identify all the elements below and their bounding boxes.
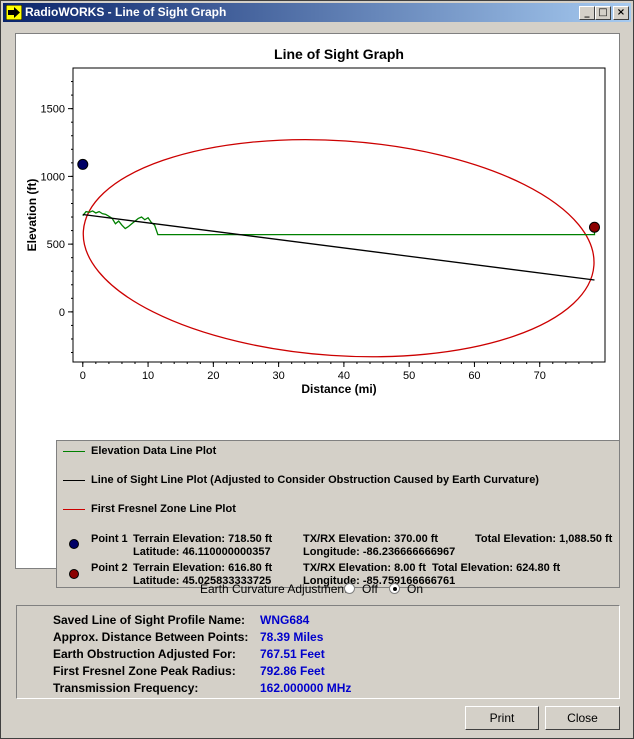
fresnel-radius-value: 792.86 Feet (260, 664, 325, 678)
distance-value: 78.39 Miles (260, 630, 324, 644)
point1-terrain: Terrain Elevation: 718.50 ft (133, 533, 273, 545)
x-axis-label: Distance (mi) (301, 382, 376, 396)
x-tick-label: 0 (80, 370, 86, 382)
frequency-label: Transmission Frequency: (53, 681, 199, 695)
x-tick-label: 40 (338, 370, 350, 382)
legend-label-fresnel: First Fresnel Zone Line Plot (91, 503, 236, 515)
point-1-marker (77, 158, 89, 170)
point1-marker-icon (69, 539, 79, 549)
earth-obstruction-value: 767.51 Feet (260, 647, 325, 661)
chart-panel: Line of Sight Graph 0 10 20 30 40 50 60 70 0 500 10… (15, 33, 620, 588)
legend-swatch-fresnel (63, 509, 85, 510)
line-of-sight-chart: Line of Sight Graph 0 10 20 30 40 50 60 70 0 500 10… (25, 46, 606, 396)
point1-latitude: Latitude: 46.110000000357 (133, 546, 271, 558)
earth-curvature-control: Earth Curvature Adjustment: Off On (1, 581, 634, 597)
point1-longitude: Longitude: -86.236666666967 (303, 546, 456, 558)
x-tick-label: 50 (403, 370, 415, 382)
line-of-sight-line (82, 213, 595, 281)
x-tick-label: 20 (207, 370, 219, 382)
fresnel-zone-line (82, 138, 595, 358)
point2-latitude: Latitude: 45.025833333725 (133, 575, 272, 587)
curvature-on-label[interactable]: On (407, 582, 424, 596)
curvature-off-radio[interactable] (344, 583, 355, 594)
chart-title: Line of Sight Graph (274, 46, 404, 62)
close-window-button[interactable]: × (613, 6, 629, 20)
frequency-value: 162.000000 MHz (260, 681, 352, 695)
minimize-icon: _ (584, 7, 590, 18)
distance-label: Approx. Distance Between Points: (53, 630, 249, 644)
x-tick-label: 60 (468, 370, 480, 382)
point-2-marker (588, 221, 600, 233)
point2-txrx: TX/RX Elevation: 8.00 ft (303, 562, 426, 574)
maximize-button[interactable]: □ (595, 6, 611, 20)
legend-swatch-elevation (63, 451, 85, 452)
y-axis-label: Elevation (ft) (25, 179, 39, 252)
minimize-button[interactable]: _ (579, 6, 595, 20)
elevation-data-line (82, 210, 596, 236)
app-arrow-icon (6, 5, 22, 20)
profile-name-label: Saved Line of Sight Profile Name: (53, 613, 246, 627)
chart-legend: Elevation Data Line Plot Line of Sight L… (56, 440, 620, 588)
y-tick-label: 1000 (41, 171, 65, 183)
plot-area (72, 67, 606, 363)
y-tick-label: 0 (59, 307, 65, 319)
profile-info-panel: Saved Line of Sight Profile Name: WNG684… (16, 605, 620, 699)
close-icon: × (616, 7, 626, 18)
x-tick-label: 30 (272, 370, 284, 382)
point1-total: Total Elevation: 1,088.50 ft (475, 533, 613, 545)
print-button[interactable]: Print (465, 706, 539, 730)
close-button[interactable]: Close (545, 706, 620, 730)
window-title: RadioWORKS - Line of Sight Graph (25, 5, 227, 19)
x-tick-label: 70 (534, 370, 546, 382)
y-tick-label: 1500 (41, 104, 65, 116)
curvature-label: Earth Curvature Adjustment: (200, 582, 351, 596)
point2-terrain: Terrain Elevation: 616.80 ft (133, 562, 273, 574)
x-tick-label: 10 (142, 370, 154, 382)
curvature-on-radio[interactable] (389, 583, 400, 594)
y-tick-label: 500 (47, 239, 65, 251)
point1-label: Point 1 (91, 533, 128, 545)
point2-longitude: Longitude: -85.759166666761 (303, 575, 456, 587)
curvature-off-label[interactable]: Off (362, 582, 378, 596)
point2-label: Point 2 (91, 562, 128, 574)
point1-txrx: TX/RX Elevation: 370.00 ft (303, 533, 439, 545)
profile-name-value: WNG684 (260, 613, 310, 627)
legend-label-elevation: Elevation Data Line Plot (91, 445, 217, 457)
radio-selected-dot (393, 587, 397, 591)
legend-swatch-los (63, 480, 85, 481)
point2-total: Total Elevation: 624.80 ft (432, 562, 561, 574)
legend-label-los: Line of Sight Line Plot (Adjusted to Con… (91, 474, 539, 486)
point2-marker-icon (69, 569, 79, 579)
fresnel-radius-label: First Fresnel Zone Peak Radius: (53, 664, 236, 678)
maximize-icon: □ (598, 7, 608, 18)
title-bar: RadioWORKS - Line of Sight Graph _ □ × (3, 3, 631, 22)
earth-obstruction-label: Earth Obstruction Adjusted For: (53, 647, 236, 661)
